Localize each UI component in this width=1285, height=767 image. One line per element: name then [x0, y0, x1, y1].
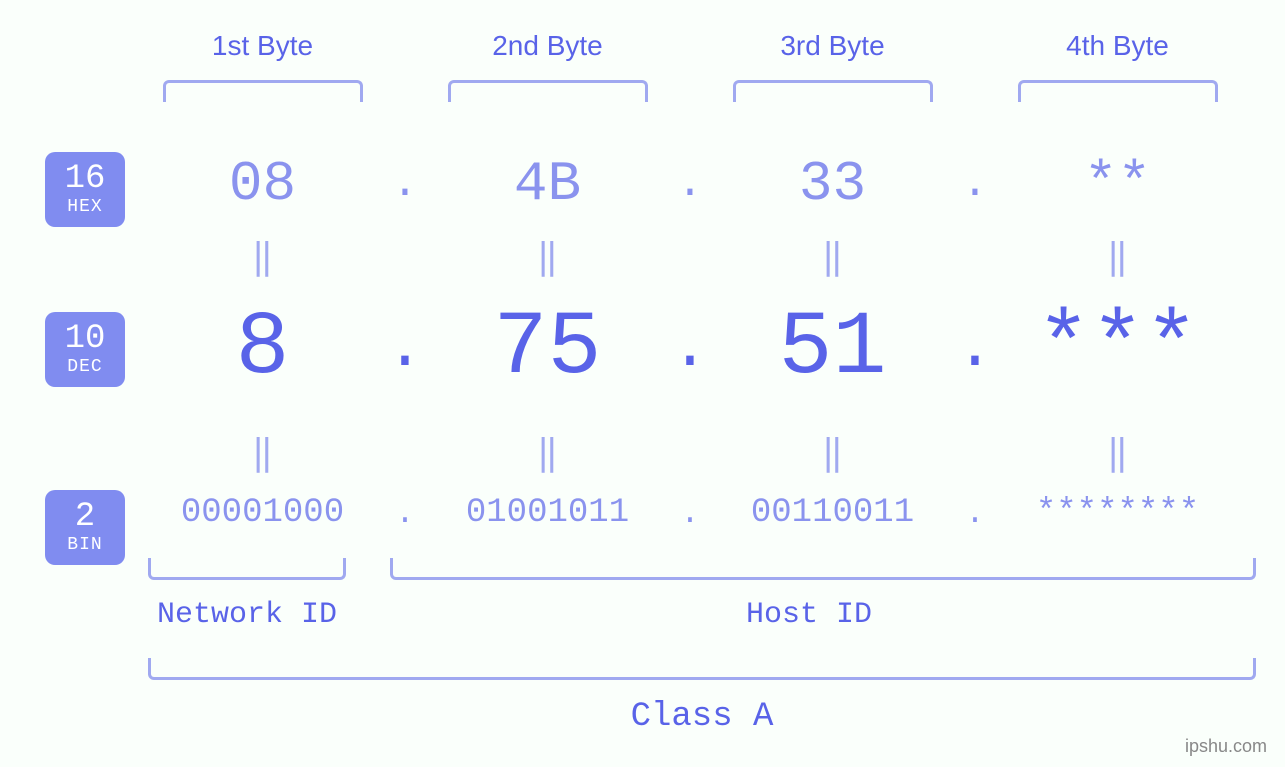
byte-header-label: 3rd Byte [780, 30, 884, 61]
hex-byte-2: 4B [425, 152, 670, 216]
dot-separator: . [955, 159, 995, 209]
byte-header-label: 4th Byte [1066, 30, 1169, 61]
byte-header-label: 2nd Byte [492, 30, 603, 61]
equals-glyph: ‖ [710, 236, 955, 279]
bracket-icon [163, 80, 363, 102]
dec-byte-3: 51 [710, 298, 955, 400]
dec-byte-1: 8 [140, 298, 385, 400]
byte-header-label: 1st Byte [212, 30, 313, 61]
dot-separator: . [955, 313, 995, 385]
equals-row-dec-bin: ‖ ‖ ‖ ‖ [140, 432, 1240, 475]
byte-header-2: 2nd Byte [425, 30, 670, 62]
equals-glyph: ‖ [425, 236, 670, 279]
bracket-icon [448, 80, 648, 102]
equals-glyph: ‖ [710, 432, 955, 475]
network-id-bracket-icon [148, 558, 346, 580]
hex-byte-1: 08 [140, 152, 385, 216]
base-badge-hex: 16 HEX [45, 152, 125, 227]
badge-sublabel: HEX [67, 198, 102, 218]
host-id-bracket-icon [390, 558, 1256, 580]
bracket-icon [1018, 80, 1218, 102]
class-bracket-icon [148, 658, 1256, 680]
dec-byte-2: 75 [425, 298, 670, 400]
byte-top-brackets [140, 80, 1240, 102]
badge-number: 10 [65, 321, 106, 358]
byte-headers-row: 1st Byte 2nd Byte 3rd Byte 4th Byte [140, 30, 1240, 62]
id-brackets-section: Network ID Host ID [140, 558, 1264, 632]
badge-number: 2 [75, 499, 95, 536]
equals-glyph: ‖ [995, 236, 1240, 279]
dec-row: 8 . 75 . 51 . *** [140, 298, 1240, 400]
dot-separator: . [385, 495, 425, 532]
dot-separator: . [385, 159, 425, 209]
bin-byte-2: 01001011 [425, 494, 670, 532]
dec-byte-4: *** [995, 298, 1240, 400]
bracket-icon [733, 80, 933, 102]
equals-glyph: ‖ [425, 432, 670, 475]
base-badge-bin: 2 BIN [45, 490, 125, 565]
byte-header-4: 4th Byte [995, 30, 1240, 62]
bin-byte-4: ******** [995, 494, 1240, 532]
hex-byte-4: ** [995, 152, 1240, 216]
byte-header-1: 1st Byte [140, 30, 385, 62]
badge-sublabel: BIN [67, 536, 102, 556]
equals-glyph: ‖ [995, 432, 1240, 475]
dot-separator: . [955, 495, 995, 532]
dot-separator: . [670, 159, 710, 209]
base-badge-dec: 10 DEC [45, 312, 125, 387]
badge-number: 16 [65, 161, 106, 198]
network-id-label: Network ID [140, 598, 354, 632]
dot-separator: . [385, 313, 425, 385]
hex-row: 08 . 4B . 33 . ** [140, 152, 1240, 216]
bin-row: 00001000 . 01001011 . 00110011 . *******… [140, 494, 1240, 532]
hex-byte-3: 33 [710, 152, 955, 216]
ip-class-label: Class A [148, 698, 1256, 736]
badge-sublabel: DEC [67, 358, 102, 378]
equals-glyph: ‖ [140, 432, 385, 475]
dot-separator: . [670, 313, 710, 385]
class-bracket-section: Class A [148, 658, 1256, 736]
host-id-label: Host ID [354, 598, 1264, 632]
watermark-text: ipshu.com [1185, 736, 1267, 757]
equals-glyph: ‖ [140, 236, 385, 279]
dot-separator: . [670, 495, 710, 532]
bin-byte-3: 00110011 [710, 494, 955, 532]
equals-row-hex-dec: ‖ ‖ ‖ ‖ [140, 236, 1240, 279]
byte-header-3: 3rd Byte [710, 30, 955, 62]
bin-byte-1: 00001000 [140, 494, 385, 532]
ip-diagram: 1st Byte 2nd Byte 3rd Byte 4th Byte 16 H… [0, 0, 1285, 767]
